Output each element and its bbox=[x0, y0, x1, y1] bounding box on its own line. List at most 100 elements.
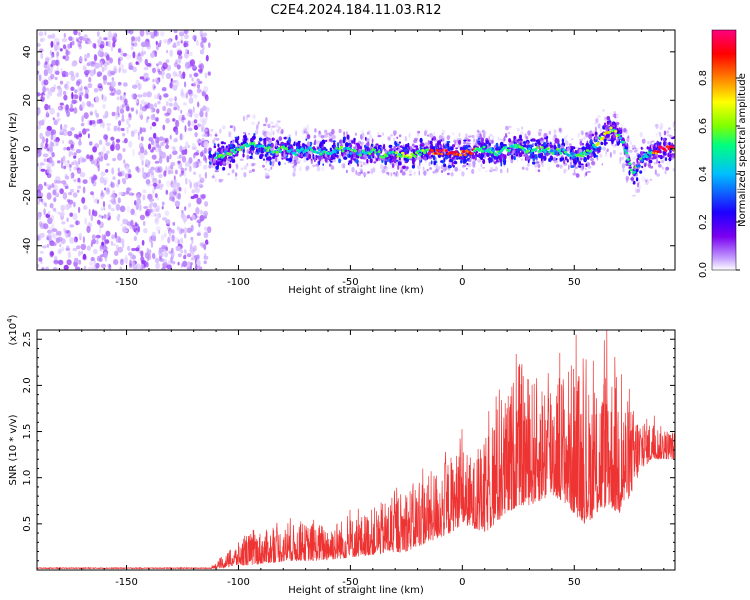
noise-speck bbox=[40, 267, 45, 270]
halo-speck bbox=[263, 127, 267, 134]
noise-speck bbox=[78, 133, 83, 138]
noise-speck bbox=[103, 153, 109, 161]
halo-speck bbox=[269, 121, 274, 125]
noise-speck bbox=[78, 232, 83, 240]
noise-speck bbox=[177, 261, 180, 266]
noise-speck bbox=[80, 85, 83, 92]
noise-speck bbox=[61, 140, 65, 144]
snr-x-ticks: -150 -100 -50 0 50 bbox=[58, 330, 665, 588]
halo-speck bbox=[575, 146, 580, 149]
noise-speck bbox=[63, 165, 67, 170]
noise-speck bbox=[187, 202, 192, 208]
noise-speck bbox=[155, 226, 161, 231]
noise-speck bbox=[46, 243, 50, 248]
halo-speck bbox=[363, 172, 365, 177]
noise-speck bbox=[64, 54, 70, 62]
snr-y-label: SNR (10 * v/v) bbox=[8, 414, 19, 485]
noise-speck bbox=[192, 161, 197, 169]
ridge-peak bbox=[640, 159, 644, 162]
noise-speck bbox=[183, 42, 189, 48]
noise-speck bbox=[199, 89, 202, 93]
noise-speck bbox=[86, 245, 92, 251]
halo-speck bbox=[657, 131, 661, 135]
noise-speck bbox=[170, 250, 175, 258]
noise-speck bbox=[81, 115, 84, 123]
noise-speck bbox=[69, 41, 73, 49]
halo-speck bbox=[534, 163, 538, 168]
noise-speck bbox=[128, 65, 134, 70]
halo-speck bbox=[264, 168, 267, 171]
noise-speck bbox=[172, 71, 178, 77]
noise-speck bbox=[183, 102, 187, 106]
halo-speck bbox=[482, 166, 486, 169]
noise-speck bbox=[75, 80, 81, 87]
band-speck bbox=[646, 146, 649, 149]
noise-speck bbox=[100, 195, 104, 200]
noise-speck bbox=[193, 182, 198, 190]
noise-speck bbox=[139, 30, 145, 37]
halo-speck bbox=[328, 132, 333, 137]
halo-speck bbox=[467, 162, 472, 167]
halo-speck bbox=[252, 157, 256, 160]
band-speck bbox=[374, 156, 377, 160]
band-speck bbox=[377, 145, 380, 150]
band-speck bbox=[611, 124, 616, 128]
halo-speck bbox=[508, 125, 512, 129]
band-speck bbox=[237, 135, 240, 141]
noise-speck bbox=[126, 187, 131, 195]
band-speck bbox=[555, 157, 558, 161]
band-speck bbox=[221, 145, 225, 149]
noise-speck bbox=[135, 99, 139, 104]
band-speck bbox=[581, 146, 585, 150]
noise-speck bbox=[192, 153, 196, 159]
band-speck bbox=[329, 147, 333, 152]
noise-speck bbox=[184, 167, 188, 171]
noise-speck bbox=[43, 158, 47, 163]
band-speck bbox=[427, 139, 430, 146]
halo-speck bbox=[218, 128, 222, 134]
noise-speck bbox=[73, 152, 78, 156]
band-speck bbox=[248, 150, 252, 154]
noise-speck bbox=[180, 250, 184, 254]
band-speck bbox=[220, 141, 225, 145]
halo-speck bbox=[446, 135, 450, 141]
halo-speck bbox=[542, 164, 544, 168]
noise-speck bbox=[70, 151, 73, 156]
noise-speck bbox=[45, 56, 49, 62]
noise-speck bbox=[45, 138, 49, 144]
noise-speck bbox=[53, 84, 57, 90]
noise-speck bbox=[187, 261, 191, 268]
ridge-peak bbox=[413, 155, 417, 158]
noise-speck bbox=[73, 238, 77, 244]
halo-speck bbox=[462, 164, 467, 168]
halo-speck bbox=[369, 134, 373, 139]
spectrogram-frame bbox=[36, 29, 676, 271]
noise-speck bbox=[102, 74, 108, 81]
ridge-peak bbox=[401, 151, 405, 155]
noise-speck bbox=[90, 214, 94, 222]
ridge-peak bbox=[491, 149, 495, 153]
ridge-peak bbox=[444, 149, 448, 153]
band-speck bbox=[384, 160, 388, 166]
band-speck bbox=[308, 153, 312, 160]
band-speck bbox=[400, 145, 403, 148]
halo-speck bbox=[404, 136, 408, 142]
band-speck bbox=[329, 138, 332, 142]
band-speck bbox=[215, 165, 219, 170]
halo-speck bbox=[267, 123, 271, 129]
halo-speck bbox=[252, 114, 256, 120]
noise-speck bbox=[203, 86, 209, 93]
halo-speck bbox=[377, 134, 382, 138]
band-speck bbox=[626, 143, 629, 148]
band-speck bbox=[606, 116, 611, 121]
noise-speck bbox=[47, 62, 51, 68]
halo-speck bbox=[456, 137, 461, 141]
ridge-peak bbox=[535, 146, 539, 150]
ridge-peak bbox=[216, 152, 220, 156]
noise-speck bbox=[102, 201, 106, 208]
halo-speck bbox=[453, 139, 457, 143]
halo-speck bbox=[316, 139, 320, 144]
noise-speck bbox=[204, 132, 209, 138]
noise-speck bbox=[139, 109, 144, 117]
ridge-peak bbox=[507, 149, 511, 153]
